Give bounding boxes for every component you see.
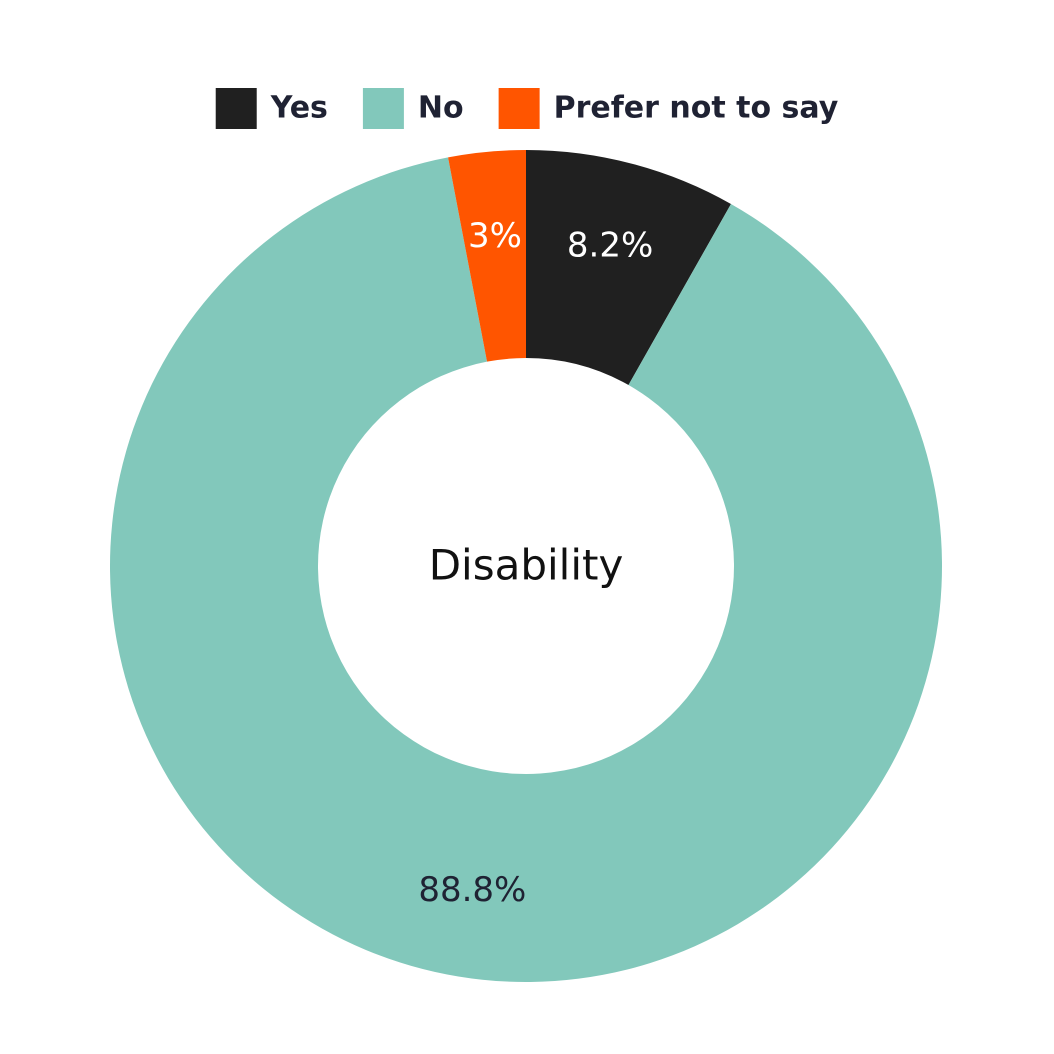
legend-swatch bbox=[215, 88, 257, 129]
donut-segment bbox=[526, 150, 731, 386]
donut: 8.2% 88.8% 3% bbox=[109, 150, 942, 982]
donut-segment bbox=[109, 157, 942, 982]
legend-label: Prefer not to say bbox=[554, 91, 839, 126]
legend-label: No bbox=[418, 91, 464, 126]
donut-segment bbox=[448, 150, 526, 362]
legend-label: Yes bbox=[270, 91, 328, 126]
value-label: 8.2% bbox=[567, 225, 653, 265]
legend-swatch bbox=[362, 88, 404, 129]
legend: Yes No Prefer not to say bbox=[215, 88, 839, 129]
value-label: 3% bbox=[468, 216, 522, 256]
center-title: Disability bbox=[429, 541, 624, 590]
value-label: 88.8% bbox=[418, 870, 526, 910]
legend-swatch bbox=[498, 88, 540, 129]
